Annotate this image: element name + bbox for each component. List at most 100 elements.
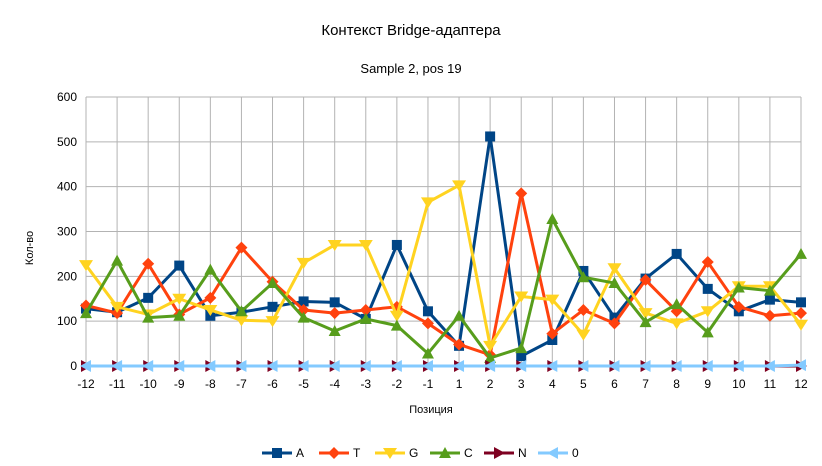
- data-point: [701, 326, 714, 338]
- x-tick-label: 9: [704, 377, 711, 391]
- x-tick-label: -9: [174, 377, 185, 391]
- data-point: [794, 319, 808, 331]
- data-point: [172, 293, 187, 305]
- legend-label: 0: [572, 446, 579, 460]
- data-point: [514, 291, 529, 303]
- data-point: [607, 263, 622, 275]
- data-point: [329, 297, 340, 308]
- data-point: [764, 294, 775, 305]
- series-C: [80, 212, 807, 363]
- data-point: [732, 281, 745, 293]
- x-tick-label: 8: [673, 377, 680, 391]
- data-point: [577, 360, 589, 372]
- series-G: [79, 180, 808, 352]
- x-tick-label: -4: [329, 377, 340, 391]
- x-tick-label: -1: [423, 377, 434, 391]
- legend-item-N: N: [484, 446, 527, 460]
- data-point: [297, 311, 310, 323]
- x-tick-label: 10: [732, 377, 746, 391]
- data-point: [701, 255, 714, 268]
- data-point: [359, 312, 372, 324]
- data-point: [516, 351, 527, 362]
- x-tick-label: -3: [360, 377, 371, 391]
- data-point: [235, 305, 248, 317]
- data-point: [639, 273, 652, 286]
- data-point: [203, 304, 218, 316]
- legend-label: C: [464, 446, 473, 460]
- data-point: [80, 360, 91, 372]
- data-point: [700, 306, 715, 318]
- x-tick-label: 4: [549, 377, 556, 391]
- data-point: [358, 239, 373, 251]
- data-point: [389, 310, 404, 322]
- data-point: [111, 360, 123, 372]
- legend-label: G: [409, 446, 418, 460]
- data-point: [795, 307, 807, 320]
- data-point: [297, 360, 309, 372]
- data-point: [174, 260, 185, 271]
- grid: [85, 96, 802, 367]
- y-axis-ticks: 0 100 200 300 400 500 600: [57, 90, 77, 373]
- x-tick-label: 11: [764, 377, 777, 391]
- series-line: [85, 134, 802, 358]
- data-point: [577, 303, 590, 316]
- legend-item-C: C: [430, 446, 473, 460]
- data-point: [483, 340, 498, 352]
- data-point: [763, 284, 776, 296]
- data-point: [296, 257, 311, 269]
- data-point: [327, 239, 342, 251]
- data-point: [266, 277, 279, 289]
- data-point: [391, 239, 402, 250]
- y-tick-label: 400: [57, 180, 77, 194]
- data-point: [671, 248, 682, 259]
- data-point: [763, 360, 775, 372]
- data-point: [515, 342, 528, 354]
- data-point: [453, 338, 466, 351]
- data-point: [421, 347, 434, 359]
- data-point: [328, 360, 340, 372]
- x-tick-label: 6: [611, 377, 618, 391]
- data-point: [143, 292, 154, 303]
- legend-swatch-marker: [383, 448, 397, 459]
- x-tick-label: -11: [109, 377, 126, 391]
- data-point: [422, 306, 433, 317]
- legend-item-T: T: [319, 446, 361, 460]
- data-point: [453, 360, 465, 372]
- data-point: [732, 300, 745, 313]
- x-tick-label: -12: [77, 377, 95, 391]
- legend-item-0: 0: [538, 446, 579, 460]
- data-point: [142, 257, 155, 270]
- data-point: [359, 303, 372, 316]
- data-point: [142, 360, 154, 372]
- data-point: [795, 359, 806, 372]
- data-point: [702, 283, 713, 294]
- data-point: [142, 311, 155, 323]
- y-axis-label: Кол-во: [24, 231, 36, 265]
- x-axis-ticks: -12 -11 -10 -9 -8 -7 -6 -5 -4 -3 -2 -1 1 2 3 4 5 6 7 8 9 10 11…: [77, 377, 808, 391]
- data-point: [578, 265, 589, 276]
- data-point: [204, 360, 216, 372]
- data-point: [453, 309, 466, 321]
- data-point: [267, 301, 278, 312]
- x-tick-label: -10: [140, 377, 158, 391]
- data-point: [484, 351, 497, 363]
- data-point: [79, 260, 93, 272]
- data-point: [639, 316, 652, 328]
- x-tick-label: -7: [236, 377, 247, 391]
- data-point: [669, 318, 684, 330]
- data-point: [420, 197, 435, 209]
- series-lines: [79, 131, 808, 372]
- legend-swatch-marker: [328, 447, 340, 459]
- x-tick-label: 2: [487, 377, 494, 391]
- legend-label: A: [296, 446, 304, 460]
- series-line: [84, 183, 803, 348]
- x-axis-label: Позиция: [409, 404, 453, 416]
- data-point: [795, 247, 807, 259]
- data-point: [204, 263, 217, 275]
- data-point: [390, 319, 403, 331]
- series-A: [81, 131, 806, 362]
- data-point: [576, 329, 591, 341]
- chart-subtitle: Sample 2, pos 19: [360, 61, 461, 76]
- data-point: [235, 241, 248, 254]
- legend-label: N: [518, 446, 527, 460]
